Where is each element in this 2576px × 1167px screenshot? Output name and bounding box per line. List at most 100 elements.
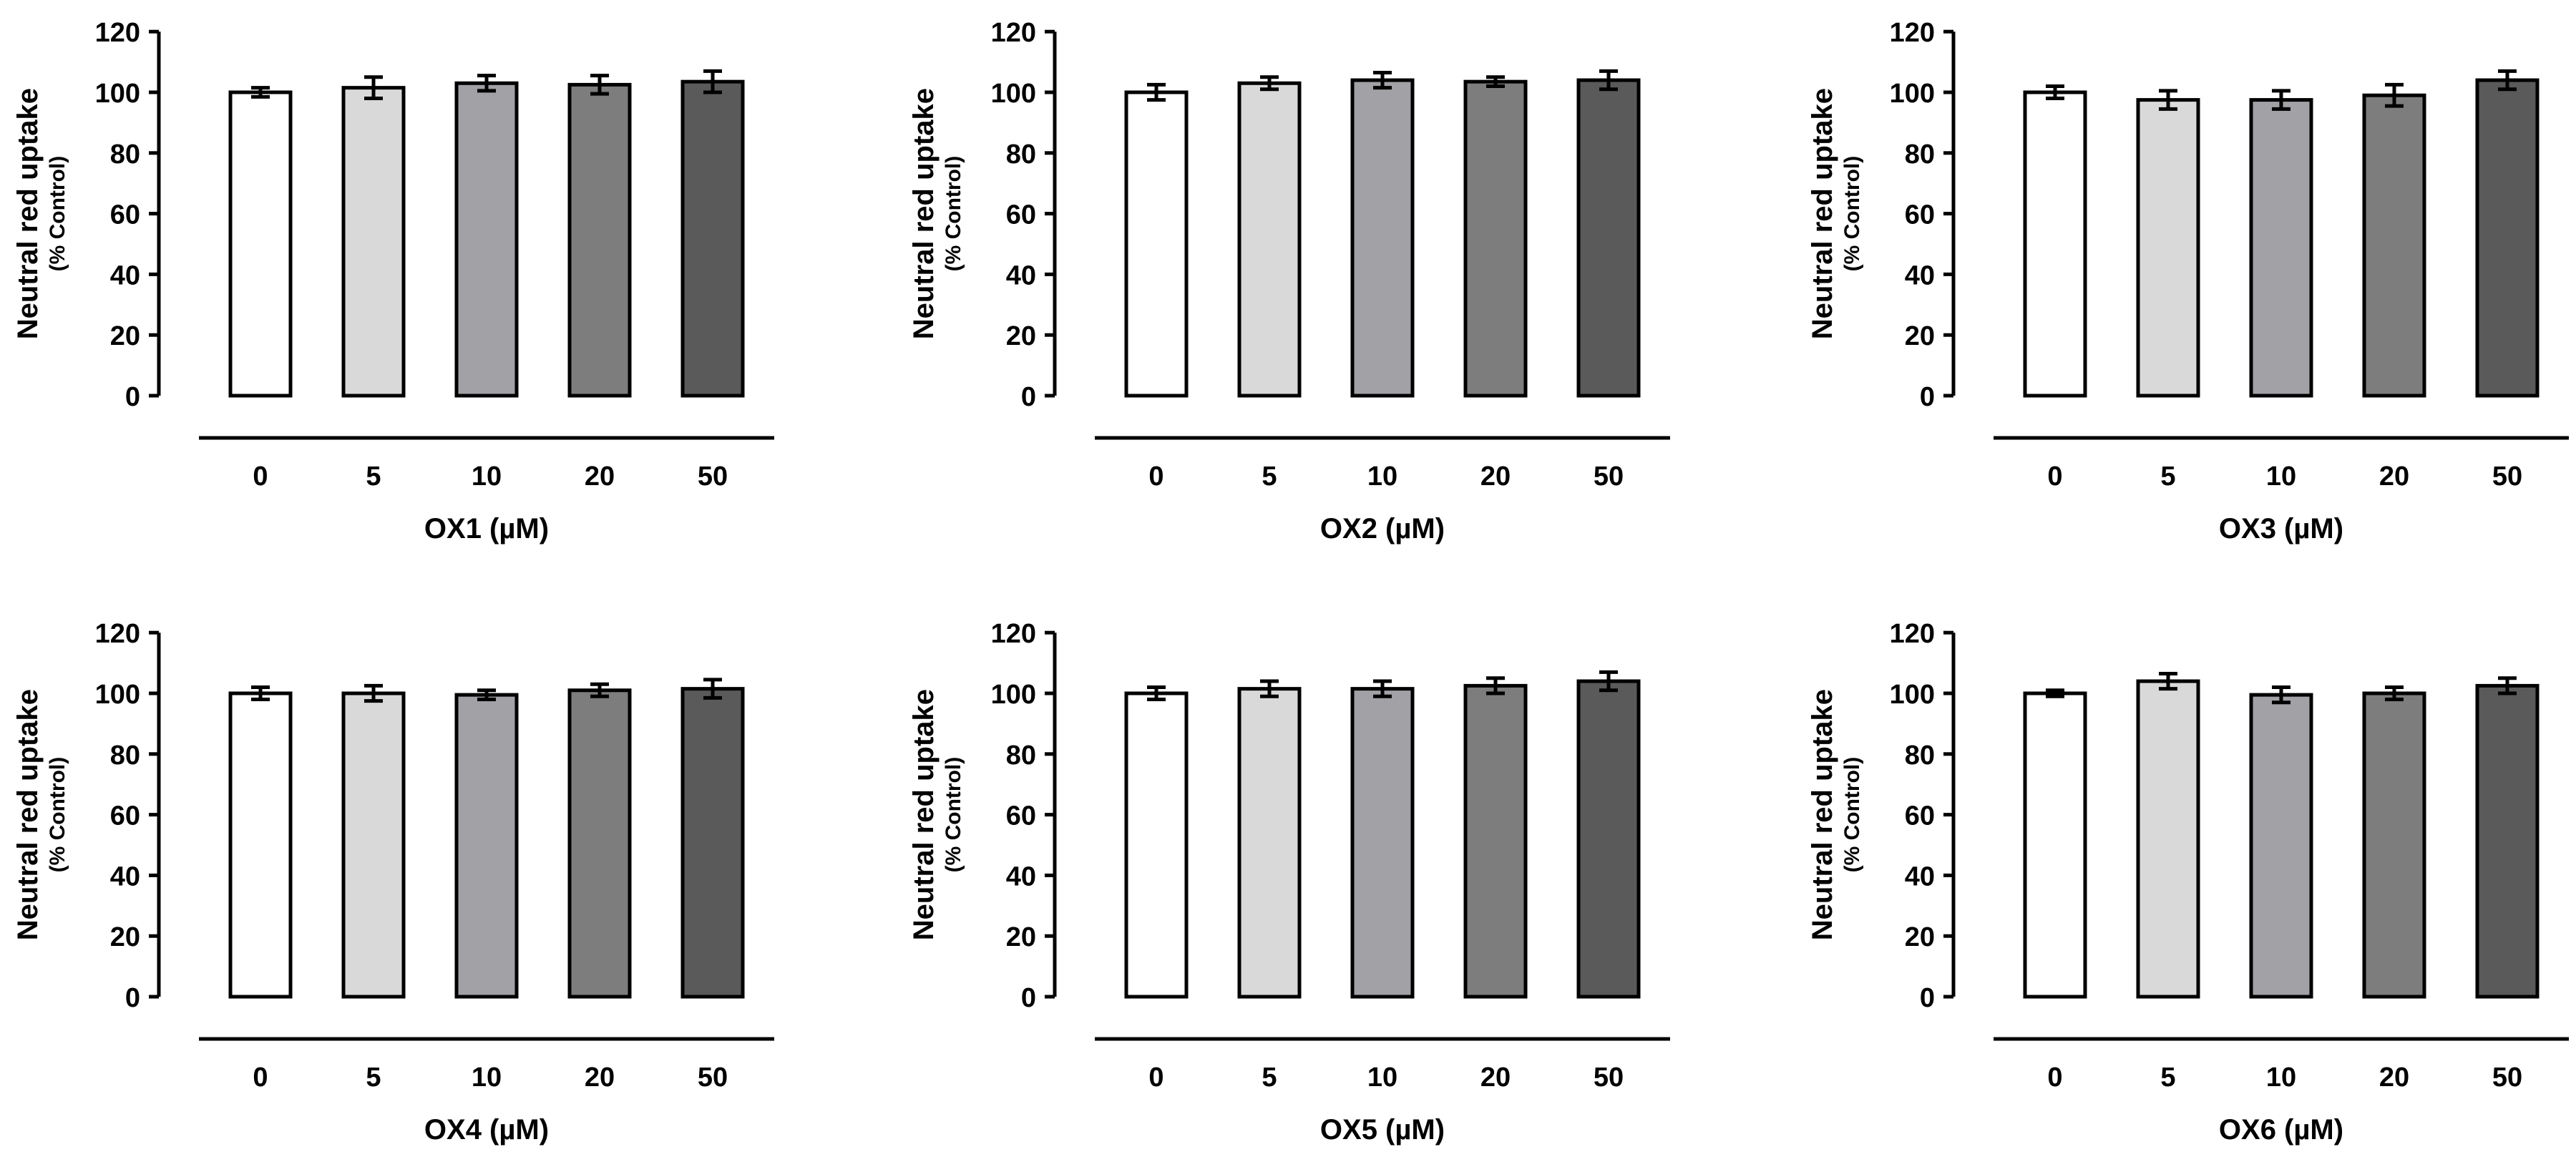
chart-6-x-tick-label: 5 xyxy=(2160,1063,2175,1093)
chart-2-x-tick-label: 0 xyxy=(1148,462,1163,492)
chart-4-x-tick-label: 20 xyxy=(585,1063,615,1093)
chart-6-bar-20 xyxy=(2362,691,2426,999)
chart-1-y-tick-label: 80 xyxy=(110,140,140,170)
chart-5-x-tick-label: 50 xyxy=(1594,1063,1624,1093)
chart-1-y-axis-label: Neutral red uptake xyxy=(12,88,44,339)
chart-6-y-axis-label: Neutral red uptake xyxy=(1807,689,1838,940)
chart-4-x-tick-label: 0 xyxy=(253,1063,268,1093)
chart-3-y-tick-label: 0 xyxy=(1920,382,1935,412)
chart-3-y-tick-label: 60 xyxy=(1905,200,1935,230)
chart-3-y-tick-label: 80 xyxy=(1905,140,1935,170)
chart-5-y-axis-label: Neutral red uptake xyxy=(908,689,940,940)
chart-5-y-tick-label: 0 xyxy=(1021,983,1036,1013)
chart-6-y-tick-label: 40 xyxy=(1905,861,1935,892)
chart-6-y-axis-sublabel: (% Control) xyxy=(1840,757,1864,873)
chart-5-bar-50 xyxy=(1576,679,1641,999)
chart-6-x-tick-label: 50 xyxy=(2492,1063,2522,1093)
chart-5-y-tick-label: 60 xyxy=(1006,801,1036,831)
chart-3-bar-50 xyxy=(2475,78,2540,398)
chart-3-y-tick-label: 100 xyxy=(1890,79,1935,109)
chart-6-bar-5 xyxy=(2136,679,2200,999)
chart-2-bar-0 xyxy=(1124,90,1189,398)
chart-2-x-tick-label: 10 xyxy=(1367,462,1397,492)
chart-6-y-tick-label: 20 xyxy=(1905,922,1935,952)
chart-3-y-axis-label: Neutral red uptake xyxy=(1807,88,1838,339)
chart-3-x-tick-label: 10 xyxy=(2266,462,2296,492)
chart-4-x-tick-label: 5 xyxy=(366,1063,381,1093)
chart-1-x-tick-label: 20 xyxy=(585,462,615,492)
chart-6-y-tick-label: 120 xyxy=(1890,619,1935,649)
chart-2-y-tick-label: 80 xyxy=(1006,140,1036,170)
chart-2-x-tick-label: 50 xyxy=(1594,462,1624,492)
chart-3-x-tick-label: 50 xyxy=(2492,462,2522,492)
chart-4-y-tick-label: 80 xyxy=(110,741,140,771)
chart-2-x-axis-label: OX2 (µM) xyxy=(1320,513,1445,545)
chart-5-bar-10 xyxy=(1350,687,1415,999)
chart-3-y-axis-sublabel: (% Control) xyxy=(1840,156,1864,272)
chart-3-bar-0 xyxy=(2023,90,2087,398)
chart-2-x-tick-label: 5 xyxy=(1262,462,1277,492)
chart-1-x-tick-label: 50 xyxy=(698,462,728,492)
chart-2-y-axis-sublabel: (% Control) xyxy=(942,156,965,272)
chart-5-x-tick-label: 20 xyxy=(1480,1063,1511,1093)
chart-5-bar-5 xyxy=(1237,687,1302,999)
chart-4-y-tick-label: 100 xyxy=(95,680,140,710)
chart-4-y-tick-label: 120 xyxy=(95,619,140,649)
chart-4-bar-5 xyxy=(341,691,406,999)
chart-1-x-tick-label: 5 xyxy=(366,462,381,492)
chart-1-bar-20 xyxy=(567,82,632,398)
chart-6-y-tick-label: 80 xyxy=(1905,741,1935,771)
chart-1-bar-5 xyxy=(341,86,406,398)
chart-1-y-tick-label: 0 xyxy=(125,382,140,412)
chart-5-y-tick-label: 120 xyxy=(991,619,1036,649)
chart-4-x-axis-label: OX4 (µM) xyxy=(424,1114,549,1146)
chart-2-bar-20 xyxy=(1463,79,1528,398)
chart-4-y-tick-label: 20 xyxy=(110,922,140,952)
chart-4-bar-10 xyxy=(454,693,519,999)
chart-1-y-tick-label: 60 xyxy=(110,200,140,230)
chart-1-bar-10 xyxy=(454,81,519,398)
chart-1-x-tick-label: 0 xyxy=(253,462,268,492)
chart-1-bar-0 xyxy=(228,90,293,398)
chart-6-x-axis-label: OX6 (µM) xyxy=(2219,1114,2343,1146)
chart-4-y-tick-label: 40 xyxy=(110,861,140,892)
chart-2-y-tick-label: 120 xyxy=(991,18,1036,48)
chart-5-bar-0 xyxy=(1124,691,1189,999)
chart-2-bar-10 xyxy=(1350,78,1415,398)
chart-5-y-tick-label: 20 xyxy=(1006,922,1036,952)
chart-4-y-tick-label: 60 xyxy=(110,801,140,831)
chart-4-bar-0 xyxy=(228,691,293,999)
chart-5-x-tick-label: 5 xyxy=(1262,1063,1277,1093)
chart-6-x-tick-label: 0 xyxy=(2047,1063,2062,1093)
chart-4-y-tick-label: 0 xyxy=(125,983,140,1013)
chart-2-y-tick-label: 0 xyxy=(1021,382,1036,412)
chart-5-y-tick-label: 80 xyxy=(1006,741,1036,771)
chart-1-y-tick-label: 120 xyxy=(95,18,140,48)
chart-5-y-axis-sublabel: (% Control) xyxy=(942,757,965,873)
chart-6-y-tick-label: 0 xyxy=(1920,983,1935,1013)
chart-3-bar-5 xyxy=(2136,98,2200,398)
chart-6-bar-10 xyxy=(2249,693,2313,999)
chart-4-bar-20 xyxy=(567,688,632,999)
chart-3-x-axis-label: OX3 (µM) xyxy=(2219,513,2343,545)
chart-3-x-tick-label: 0 xyxy=(2047,462,2062,492)
chart-1-x-axis-label: OX1 (µM) xyxy=(424,513,549,545)
chart-4-bar-50 xyxy=(680,687,745,999)
chart-6-bar-0 xyxy=(2023,691,2087,999)
chart-5-bar-20 xyxy=(1463,683,1528,999)
chart-5-x-tick-label: 10 xyxy=(1367,1063,1397,1093)
chart-5-y-tick-label: 100 xyxy=(991,680,1036,710)
chart-5-x-tick-label: 0 xyxy=(1148,1063,1163,1093)
chart-2-y-axis-label: Neutral red uptake xyxy=(908,88,940,339)
chart-3-x-tick-label: 5 xyxy=(2160,462,2175,492)
chart-3-y-tick-label: 40 xyxy=(1905,260,1935,290)
chart-5-x-axis-label: OX5 (µM) xyxy=(1320,1114,1445,1146)
chart-6-y-tick-label: 60 xyxy=(1905,801,1935,831)
